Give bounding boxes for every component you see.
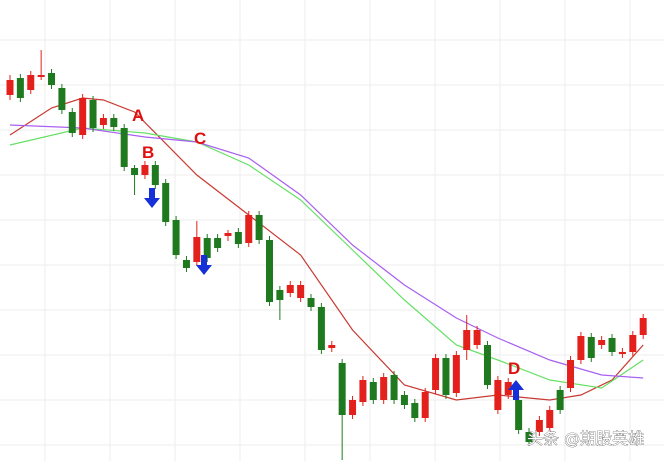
candle-body	[151, 165, 159, 185]
candle-body	[234, 232, 242, 244]
candle-body	[266, 240, 273, 302]
candle-body	[629, 335, 637, 352]
candle-body	[515, 400, 523, 430]
candle-body	[577, 336, 585, 360]
candle-body	[58, 88, 66, 110]
candle-body	[297, 285, 305, 298]
candle-body	[224, 233, 232, 236]
candle-body	[463, 330, 471, 350]
candle-body	[214, 238, 222, 248]
candle-body	[193, 237, 201, 262]
annotation: B	[142, 143, 154, 162]
candle-body	[338, 363, 346, 415]
candle-body	[639, 318, 647, 335]
candle-body	[79, 98, 87, 135]
candle-body	[598, 340, 606, 345]
up-arrow	[508, 380, 524, 400]
candle-body	[349, 400, 357, 415]
candle-body	[131, 168, 139, 175]
candle-body	[6, 80, 14, 95]
candle-body	[421, 392, 429, 418]
candle-body	[608, 338, 616, 352]
candle-body	[432, 358, 440, 390]
candle-body	[89, 100, 97, 128]
annotation: C	[194, 129, 206, 148]
candle-body	[483, 345, 491, 385]
candle-body	[380, 377, 388, 400]
candle-body	[245, 215, 253, 243]
candle-body	[68, 112, 76, 133]
candle-body	[276, 290, 284, 300]
down-arrow	[196, 255, 212, 275]
candle-body	[182, 260, 190, 268]
down-arrow	[144, 188, 160, 208]
annotation: A	[132, 106, 144, 125]
candle-body	[587, 337, 595, 358]
candle-body	[286, 285, 294, 293]
moving-average-line	[9, 124, 644, 379]
candle-body	[317, 307, 325, 350]
moving-average-line	[9, 127, 644, 389]
candle-body	[546, 410, 554, 428]
candle-body	[120, 128, 128, 167]
candle-body	[203, 238, 211, 258]
candle-body	[27, 75, 35, 90]
candle-body	[99, 118, 107, 125]
candle-body	[37, 75, 45, 77]
candle-body	[369, 382, 377, 400]
candle-body	[162, 183, 170, 222]
candle-body	[390, 375, 398, 400]
arrows	[144, 188, 524, 400]
candle-body	[48, 73, 56, 85]
candle-body	[525, 432, 533, 442]
candle-body	[452, 355, 460, 393]
candle-body	[504, 382, 512, 395]
watermark: 头条 @期股英雄	[527, 429, 644, 448]
candle-body	[307, 298, 315, 307]
plot	[6, 50, 647, 460]
candle-body	[328, 345, 336, 348]
candle-body	[556, 390, 564, 410]
candle-body	[618, 352, 626, 354]
candle-body	[442, 358, 450, 395]
candle-body	[359, 380, 367, 402]
candle-body	[494, 380, 502, 410]
candle-body	[255, 215, 263, 240]
candle-body	[411, 403, 419, 418]
annotation: D	[508, 359, 520, 378]
candle-body	[172, 220, 180, 255]
candle-body	[141, 165, 149, 175]
candle-body	[110, 118, 118, 127]
candle-body	[400, 395, 408, 405]
candle-body	[473, 330, 481, 345]
candle-body	[16, 78, 24, 98]
candle-body	[567, 360, 575, 388]
candle-body	[535, 420, 543, 432]
